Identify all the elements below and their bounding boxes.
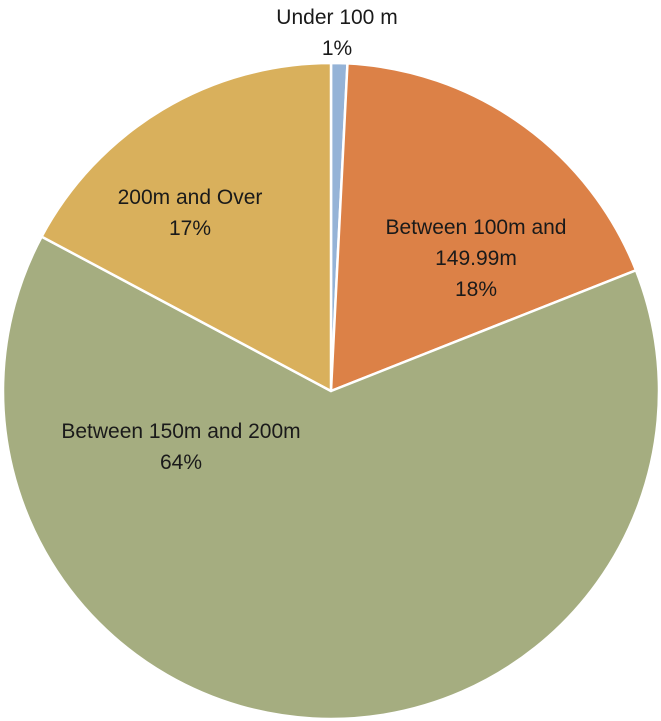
- slice-category-label: 149.99m: [435, 247, 517, 270]
- slice-label-3: 200m and Over 17%: [118, 186, 263, 240]
- slice-percent-label: 17%: [169, 217, 211, 240]
- slice-label-2: Between 150m and 200m 64%: [61, 420, 300, 474]
- slice-category-label: Between 100m and: [386, 216, 567, 239]
- slice-label-1: Between 100m and 149.99m 18%: [386, 216, 567, 301]
- slice-percent-label: 18%: [455, 278, 497, 301]
- pie-labels: Under 100 m1%Between 100m and149.99m18%B…: [61, 6, 566, 474]
- slice-category-label: 200m and Over: [118, 186, 263, 209]
- slice-category-label: Between 150m and 200m: [61, 420, 300, 443]
- slice-percent-label: 1%: [322, 37, 352, 60]
- pie-slices: [1, 61, 661, 721]
- pie-slice-2: [1, 235, 661, 721]
- pie-slice-3: [40, 61, 333, 393]
- slice-label-0: Under 100 m 1%: [276, 6, 397, 60]
- slice-category-label: Under 100 m: [276, 6, 397, 29]
- slice-percent-label: 64%: [160, 451, 202, 474]
- pie-slice-1: [329, 62, 638, 393]
